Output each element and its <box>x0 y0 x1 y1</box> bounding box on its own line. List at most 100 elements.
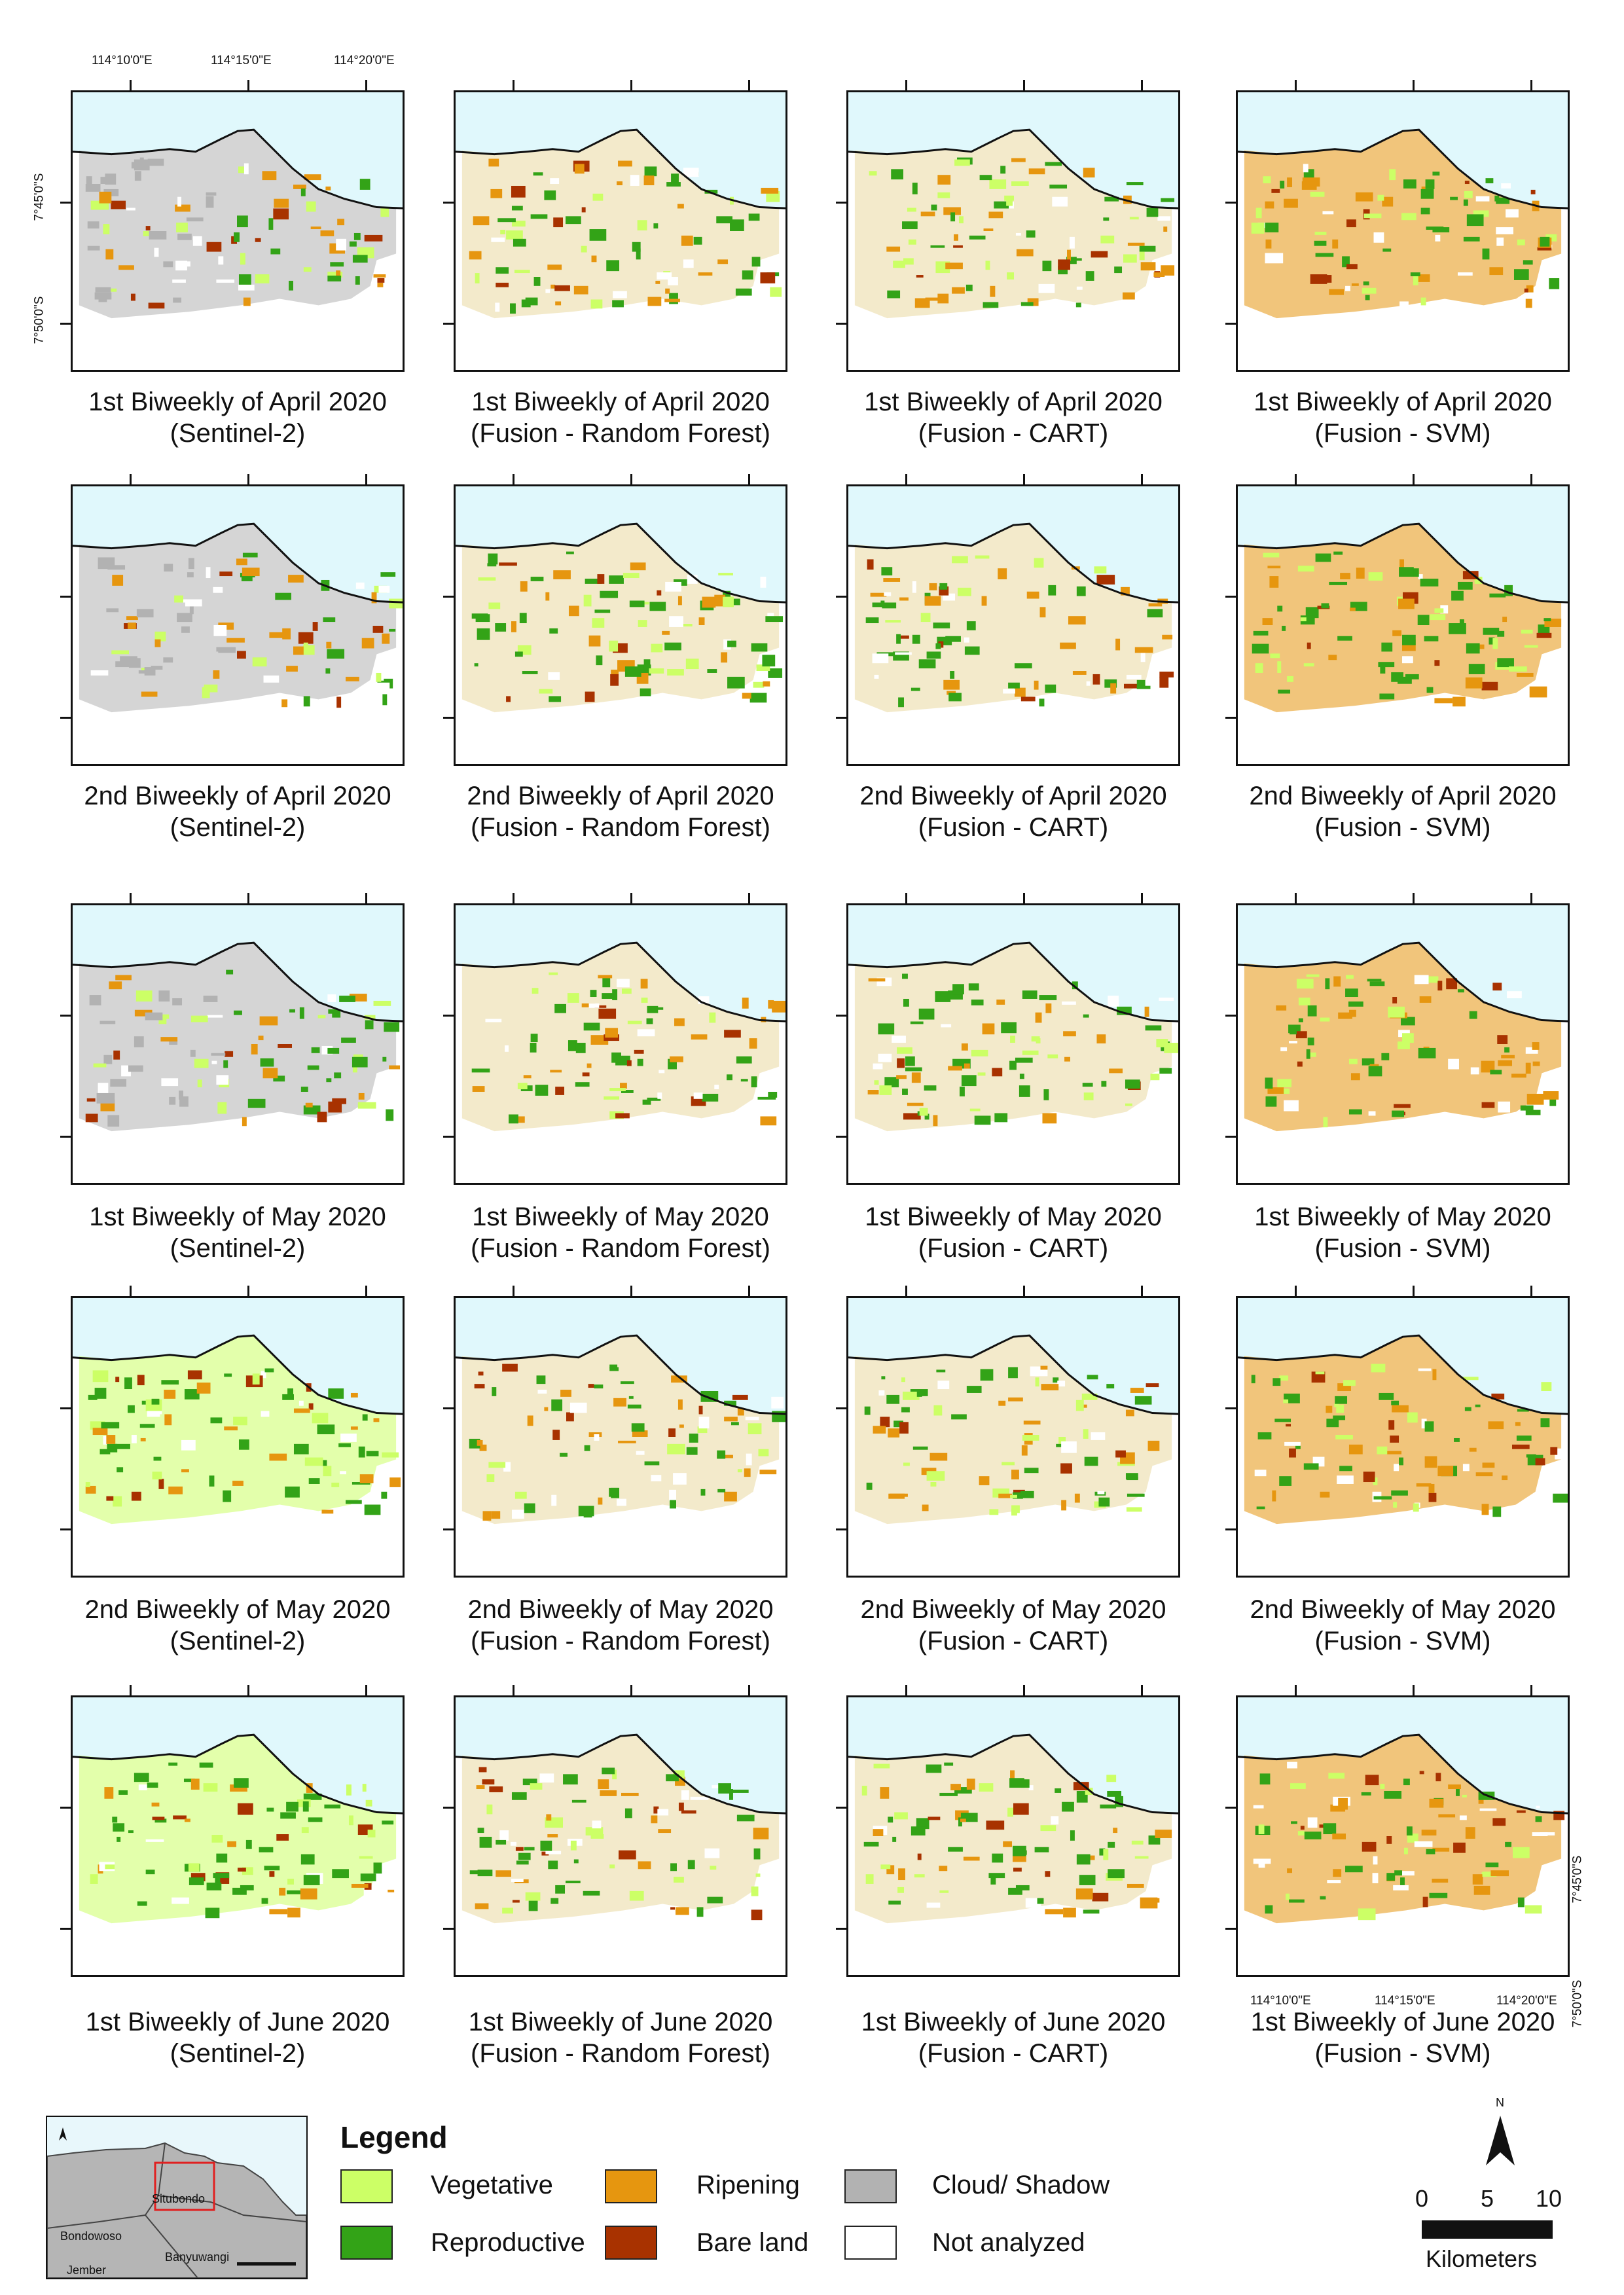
class-patch <box>530 1783 543 1790</box>
class-patch <box>968 983 979 991</box>
class-patch <box>609 1364 618 1369</box>
left-tick <box>1225 1015 1236 1017</box>
class-patch <box>1043 1089 1049 1100</box>
class-patch <box>916 1391 922 1397</box>
class-patch <box>535 1085 549 1096</box>
class-patch <box>365 1020 374 1030</box>
class-patch <box>597 574 605 584</box>
class-patch <box>651 1475 662 1482</box>
class-patch <box>610 674 619 686</box>
class-patch <box>238 1803 253 1815</box>
top-tick <box>905 1685 907 1695</box>
class-patch <box>261 1898 268 1904</box>
class-patch <box>1392 630 1402 636</box>
class-patch <box>1524 645 1538 648</box>
class-patch <box>952 556 968 564</box>
class-patch <box>937 1381 950 1390</box>
inset-label-banyuwangi: Banyuwangi <box>165 2250 230 2264</box>
class-patch <box>242 568 260 577</box>
class-patch <box>651 1815 658 1824</box>
class-patch <box>662 630 670 635</box>
class-patch <box>891 169 903 180</box>
class-patch <box>1420 297 1426 306</box>
class-patch <box>1034 558 1044 568</box>
class-patch <box>929 1453 948 1461</box>
class-patch <box>362 1784 367 1792</box>
left-tick <box>60 323 71 325</box>
class-patch <box>646 1018 653 1024</box>
class-patch <box>1287 676 1293 682</box>
class-patch <box>1103 217 1110 221</box>
class-patch <box>954 159 970 166</box>
class-patch <box>1014 663 1032 669</box>
class-patch <box>691 1034 708 1040</box>
class-patch <box>1402 634 1416 645</box>
map-caption-r4-cart: 2nd Biweekly of May 2020 (Fusion - CART) <box>827 1594 1200 1657</box>
class-patch <box>1496 227 1513 234</box>
class-patch <box>1399 559 1404 571</box>
class-patch <box>998 1400 1006 1406</box>
class-patch <box>1543 1091 1559 1100</box>
class-patch <box>1061 1441 1077 1453</box>
map-panel-r4-random-forest <box>443 1286 787 1578</box>
class-patch <box>1087 1375 1098 1380</box>
class-patch <box>669 616 683 627</box>
map-frame <box>1236 903 1570 1185</box>
class-patch <box>1465 1827 1475 1839</box>
class-patch <box>107 565 126 570</box>
class-patch <box>581 207 586 213</box>
class-patch <box>1543 618 1551 622</box>
class-patch <box>1286 1424 1291 1427</box>
class-patch <box>1473 1885 1490 1895</box>
top-tick <box>1023 80 1025 90</box>
class-patch <box>154 1818 167 1823</box>
class-patch <box>154 639 161 647</box>
class-patch <box>1257 1432 1272 1439</box>
class-patch <box>485 1019 502 1022</box>
class-patch <box>364 1015 376 1020</box>
class-patch <box>326 1078 332 1083</box>
class-patch <box>1315 553 1331 562</box>
class-patch <box>1277 1079 1292 1088</box>
class-patch <box>881 1376 886 1380</box>
left-tick <box>836 596 846 598</box>
class-patch <box>176 223 188 232</box>
class-patch <box>489 1786 503 1792</box>
class-patch <box>1401 213 1416 221</box>
class-patch <box>1506 209 1519 218</box>
class-patch <box>243 297 251 306</box>
class-patch <box>1525 298 1532 308</box>
class-patch <box>1272 1490 1276 1502</box>
left-tick <box>1225 1807 1236 1809</box>
caption-model: (Fusion - CART) <box>918 2039 1109 2068</box>
class-patch <box>731 1422 739 1426</box>
map-panel-r3-cart <box>836 893 1180 1185</box>
class-patch <box>1517 1409 1529 1412</box>
class-patch <box>983 302 999 308</box>
class-patch <box>626 1060 632 1066</box>
map-frame <box>846 90 1180 372</box>
class-patch <box>727 1074 732 1081</box>
class-patch <box>902 1089 908 1095</box>
class-patch <box>979 1783 994 1792</box>
class-patch <box>183 1779 195 1782</box>
class-patch <box>389 598 403 609</box>
class-patch <box>1062 1001 1076 1005</box>
caption-model: (Fusion - SVM) <box>1314 1627 1491 1655</box>
class-patch <box>1067 249 1071 261</box>
caption-date: 1st Biweekly of June 2020 <box>85 2008 390 2036</box>
class-patch <box>306 201 316 212</box>
class-patch <box>1258 1824 1265 1835</box>
class-patch <box>1348 1058 1358 1064</box>
class-patch <box>1454 1437 1460 1442</box>
class-patch <box>270 248 281 255</box>
class-patch <box>655 280 660 284</box>
class-patch <box>880 1417 890 1428</box>
class-patch <box>245 1839 252 1849</box>
class-patch <box>1125 1473 1138 1480</box>
class-patch <box>698 1405 703 1415</box>
class-patch <box>555 1087 565 1095</box>
class-patch <box>926 1764 942 1773</box>
class-patch <box>1525 1062 1531 1074</box>
class-patch <box>1372 1873 1379 1883</box>
